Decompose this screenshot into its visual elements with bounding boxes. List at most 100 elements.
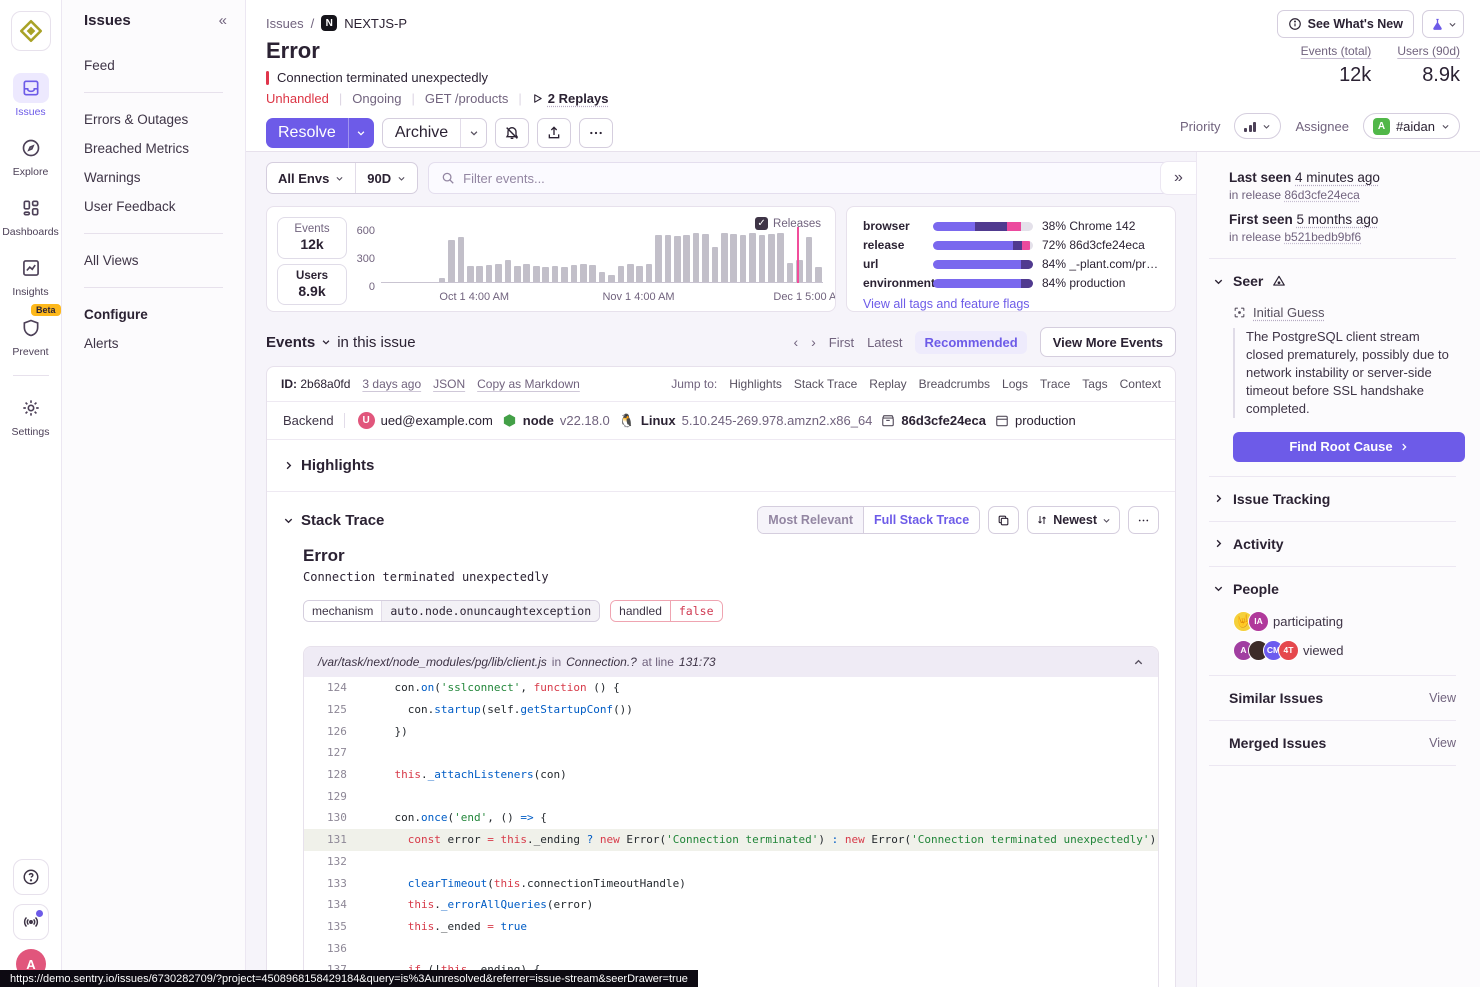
- sidebar-item-alerts[interactable]: Alerts: [84, 336, 119, 351]
- sidebar-item-breached-metrics[interactable]: Breached Metrics: [84, 141, 190, 156]
- mechanism-chip[interactable]: mechanism auto.node.onuncaughtexception: [303, 600, 601, 622]
- jump-link-tags[interactable]: Tags: [1082, 377, 1108, 391]
- prev-event-button[interactable]: ‹: [793, 334, 799, 350]
- releases-toggle[interactable]: ✓ Releases: [755, 217, 821, 230]
- stack-frame-header[interactable]: /var/task/next/node_modules/pg/lib/clien…: [304, 647, 1158, 677]
- releases-checkbox[interactable]: ✓: [755, 217, 769, 230]
- rail-item-insights[interactable]: Insights: [3, 253, 59, 298]
- activity-section[interactable]: Activity: [1213, 536, 1456, 552]
- copy-markdown-link[interactable]: Copy as Markdown: [477, 377, 580, 391]
- help-button[interactable]: [13, 859, 49, 895]
- os-tag[interactable]: 🐧 Linux 5.10.245-269.978.amzn2.x86_64: [618, 412, 873, 429]
- release-tag[interactable]: 86d3cfe24eca: [881, 413, 986, 428]
- stack-more-button[interactable]: [1128, 506, 1159, 534]
- breadcrumb-issues[interactable]: Issues: [266, 15, 304, 31]
- events-section-title[interactable]: Events in this issue: [266, 333, 416, 351]
- sentry-logo[interactable]: [10, 11, 51, 51]
- archive-dropdown[interactable]: [460, 119, 486, 147]
- recommended-link[interactable]: Recommended: [915, 330, 1027, 354]
- last-release-link[interactable]: 86d3cfe24eca: [1284, 188, 1360, 202]
- assignee-select[interactable]: A #aidan: [1362, 113, 1460, 139]
- user-tag[interactable]: U ued@example.com: [357, 412, 493, 429]
- explore-icon: [13, 133, 49, 163]
- replays-link[interactable]: 2 Replays: [532, 91, 609, 106]
- people-section[interactable]: People: [1213, 581, 1456, 597]
- seer-section-header[interactable]: Seer: [1213, 273, 1456, 289]
- find-root-cause-button[interactable]: Find Root Cause: [1233, 431, 1465, 462]
- users-kpi[interactable]: Users 8.9k: [277, 263, 347, 305]
- priority-select[interactable]: [1234, 113, 1282, 139]
- most-relevant-tab[interactable]: Most Relevant: [758, 507, 864, 533]
- resolve-dropdown[interactable]: [347, 118, 374, 148]
- runtime-tag[interactable]: node v22.18.0: [502, 413, 610, 428]
- chart-bar: [768, 234, 775, 282]
- filter-events-input[interactable]: Filter events...: [428, 162, 1176, 194]
- tag-distribution-row[interactable]: release 72% 86d3cfe24eca: [863, 238, 1159, 252]
- initial-guess-label[interactable]: Initial Guess: [1233, 305, 1456, 320]
- events-kpi[interactable]: Events 12k: [277, 217, 347, 259]
- jump-link-logs[interactable]: Logs: [1002, 377, 1029, 391]
- jump-link-breadcrumbs[interactable]: Breadcrumbs: [918, 377, 991, 391]
- rail-item-settings[interactable]: Settings: [3, 393, 59, 438]
- chevron-down-icon[interactable]: [283, 515, 293, 526]
- sidebar-item-feed[interactable]: Feed: [84, 58, 115, 73]
- lab-features-button[interactable]: [1422, 10, 1464, 38]
- date-range-filter[interactable]: 90D: [355, 163, 417, 193]
- similar-issues-view-link[interactable]: View: [1429, 690, 1456, 705]
- sidebar-item-user-feedback[interactable]: User Feedback: [84, 199, 176, 214]
- next-event-button[interactable]: ›: [811, 334, 816, 350]
- mute-button[interactable]: [495, 118, 530, 148]
- event-age-link[interactable]: 3 days ago: [362, 377, 422, 391]
- expand-context-button[interactable]: ⋯: [304, 981, 1158, 987]
- sidebar-expand-button[interactable]: »: [1160, 161, 1196, 195]
- merged-issues-view-link[interactable]: View: [1429, 735, 1456, 750]
- sort-newest-button[interactable]: Newest: [1027, 506, 1120, 534]
- first-event-link[interactable]: First: [828, 334, 855, 350]
- environment-tag[interactable]: production: [995, 413, 1076, 428]
- collapse-frame-icon[interactable]: [1133, 657, 1144, 668]
- latest-event-link[interactable]: Latest: [867, 334, 903, 350]
- share-button[interactable]: [537, 118, 572, 148]
- jump-link-stack-trace[interactable]: Stack Trace: [793, 377, 858, 391]
- broadcast-button[interactable]: [13, 904, 49, 940]
- rail-item-prevent[interactable]: Beta Prevent: [3, 304, 61, 358]
- sidebar-collapse-icon[interactable]: «: [218, 12, 227, 29]
- rail-item-explore[interactable]: Explore: [3, 133, 59, 178]
- copy-stack-button[interactable]: [988, 506, 1020, 534]
- jump-link-trace[interactable]: Trace: [1040, 377, 1071, 391]
- events-total-label[interactable]: Events (total): [1300, 44, 1372, 58]
- first-release-link[interactable]: b521bedb9bf6: [1284, 230, 1362, 244]
- code-line: 129: [304, 785, 1158, 807]
- assignee-avatar: A: [1372, 117, 1390, 135]
- env-filter[interactable]: All Envs: [267, 163, 355, 193]
- sidebar-item-errors-outages[interactable]: Errors & Outages: [84, 112, 189, 127]
- chart-bar: [815, 267, 822, 282]
- full-stack-trace-tab[interactable]: Full Stack Trace: [863, 507, 980, 533]
- whats-new-button[interactable]: See What's New: [1276, 10, 1414, 38]
- rail-item-issues[interactable]: Issues: [3, 73, 59, 118]
- rail-item-dashboards[interactable]: Dashboards: [2, 193, 59, 238]
- tag-distribution-row[interactable]: environment 84% production: [863, 276, 1159, 290]
- tag-top-value: 84% production: [1042, 276, 1126, 290]
- users-90d-label[interactable]: Users (90d): [1397, 44, 1460, 58]
- more-actions-button[interactable]: [579, 118, 614, 148]
- sidebar-item-all-views[interactable]: All Views: [84, 253, 139, 268]
- tag-distribution-row[interactable]: browser 38% Chrome 142: [863, 219, 1159, 233]
- archive-button[interactable]: Archive: [394, 124, 449, 141]
- issue-tracking-section[interactable]: Issue Tracking: [1213, 491, 1456, 507]
- jump-link-context[interactable]: Context: [1119, 377, 1161, 391]
- view-more-events-button[interactable]: View More Events: [1039, 327, 1176, 357]
- json-link[interactable]: JSON: [433, 377, 466, 391]
- resolve-button[interactable]: Resolve: [278, 124, 336, 141]
- release-marker-line[interactable]: [796, 227, 799, 283]
- handled-chip[interactable]: handled false: [610, 600, 723, 622]
- breadcrumb-project[interactable]: NEXTJS-P: [344, 15, 408, 31]
- view-all-tags-link[interactable]: View all tags and feature flags: [863, 297, 1030, 311]
- tag-distribution-row[interactable]: url 84% _-plant.com/products: [863, 257, 1159, 271]
- sidebar-item-warnings[interactable]: Warnings: [84, 170, 141, 185]
- highlights-section-header[interactable]: Highlights: [267, 440, 1175, 491]
- jump-link-replay[interactable]: Replay: [869, 377, 907, 391]
- jump-link-highlights[interactable]: Highlights: [729, 377, 782, 391]
